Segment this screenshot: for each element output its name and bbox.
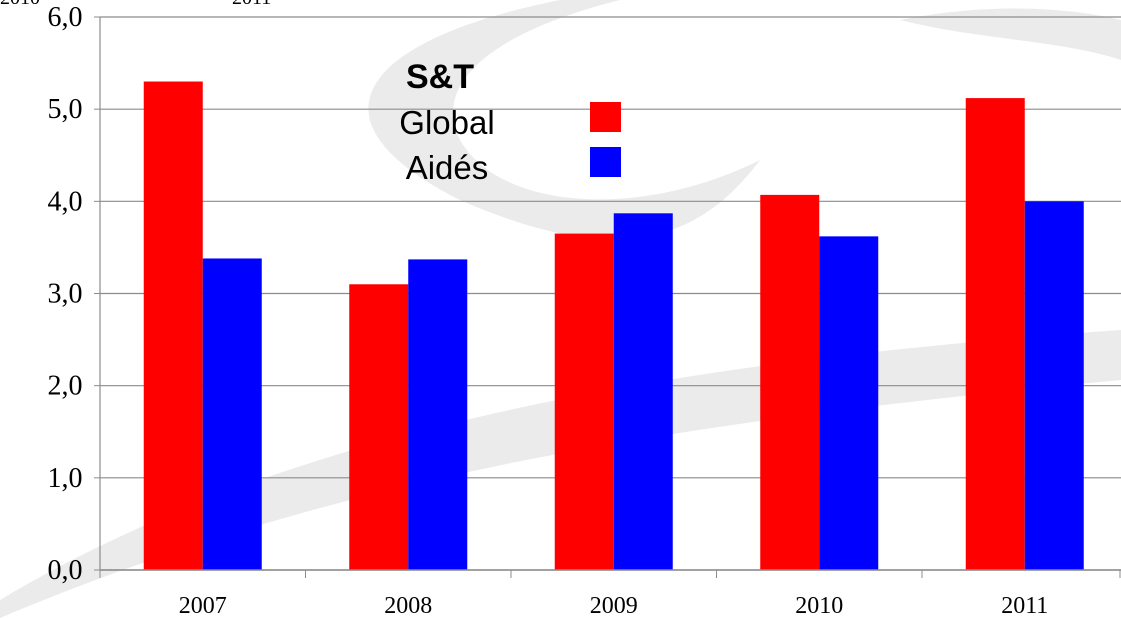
y-tick-label: 6,0 [48, 2, 83, 33]
bar [614, 213, 673, 570]
y-tick-label: 4,0 [48, 186, 83, 217]
chart: 2010 2011 0,0 1,0 2,0 3,0 4,0 5,0 6,0 2007 2008 2… [0, 0, 1121, 618]
x-tick-label: 2010 [795, 593, 843, 618]
x-tick-label: 2009 [590, 593, 638, 618]
legend-title: S&T [406, 58, 474, 96]
bar [349, 284, 408, 570]
bar [760, 195, 819, 570]
x-tick-label: 2007 [179, 593, 227, 618]
x-tick-label: 2008 [384, 593, 432, 618]
annotation: 2011 [232, 0, 271, 9]
legend-label: Aidés [406, 149, 489, 186]
y-tick-label: 3,0 [48, 279, 83, 310]
y-tick-label: 5,0 [48, 94, 83, 125]
bar [966, 98, 1025, 570]
bar [203, 258, 262, 570]
bar [1025, 201, 1084, 570]
y-tick-label: 1,0 [48, 463, 83, 494]
bar [408, 259, 467, 570]
legend-swatch [590, 102, 621, 132]
bar [144, 82, 203, 570]
y-tick-label: 0,0 [48, 555, 83, 586]
legend-label: Global [399, 104, 494, 141]
annotation: 2010 [0, 0, 40, 9]
x-tick-label: 2011 [1001, 593, 1048, 618]
legend-swatch [590, 147, 621, 177]
bar [555, 234, 614, 570]
y-tick-label: 2,0 [48, 371, 83, 402]
swoosh [900, 8, 1121, 60]
bar [819, 236, 878, 570]
